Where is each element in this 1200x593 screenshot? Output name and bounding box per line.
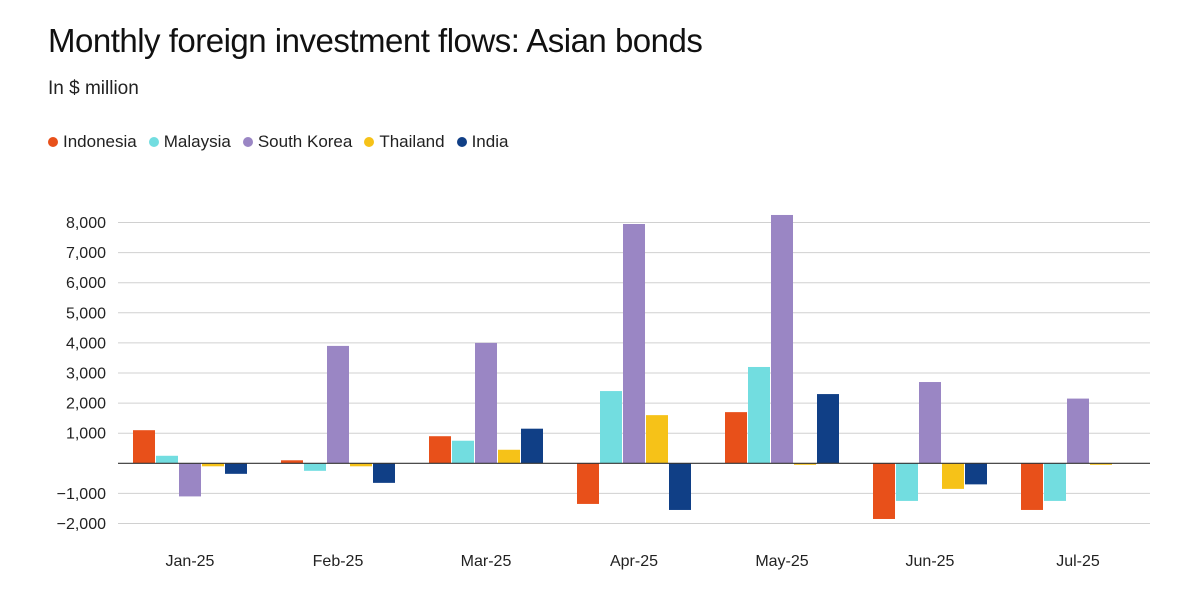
- x-tick-label: Apr-25: [610, 553, 658, 570]
- y-tick-label: 2,000: [66, 396, 106, 413]
- y-tick-label: 8,000: [66, 215, 106, 232]
- bar-south-korea-may-25: [771, 214, 793, 464]
- bar-malaysia-jun-25: [896, 463, 918, 501]
- legend-swatch: [242, 137, 253, 147]
- bar-thailand-jan-25: [202, 463, 224, 467]
- legend-item: Thailand: [364, 132, 445, 152]
- bar-thailand-mar-25: [498, 449, 520, 464]
- bar-indonesia-apr-25: [577, 463, 599, 504]
- bar-indonesia-jul-25: [1021, 463, 1043, 510]
- chart-title: Monthly foreign investment flows: Asian …: [48, 22, 703, 59]
- x-tick-label: Feb-25: [313, 553, 364, 570]
- bar-south-korea-mar-25: [475, 342, 497, 464]
- legend-swatch: [456, 137, 467, 147]
- bar-malaysia-apr-25: [600, 391, 622, 464]
- legend-item: Indonesia: [48, 132, 137, 152]
- legend-label: Thailand: [379, 132, 445, 151]
- bar-south-korea-jul-25: [1067, 398, 1089, 464]
- legend-label: South Korea: [257, 132, 353, 151]
- bar-indonesia-jun-25: [873, 463, 895, 519]
- bar-india-may-25: [817, 394, 839, 464]
- bar-thailand-apr-25: [646, 415, 668, 464]
- bar-malaysia-may-25: [748, 366, 770, 464]
- x-tick-label: Jan-25: [166, 553, 215, 570]
- bar-india-jan-25: [225, 463, 247, 474]
- bar-south-korea-feb-25: [327, 345, 349, 464]
- chart-subtitle: In $ million: [48, 78, 139, 99]
- y-tick-label: 5,000: [66, 305, 106, 322]
- y-tick-label: 1,000: [66, 426, 106, 443]
- bar-malaysia-feb-25: [304, 463, 326, 471]
- bar-india-feb-25: [373, 463, 395, 483]
- legend-label: India: [471, 132, 509, 151]
- bar-south-korea-jun-25: [919, 382, 941, 464]
- legend-swatch: [48, 137, 58, 147]
- x-tick-label: Mar-25: [461, 553, 512, 570]
- legend: Indonesia Malaysia South Korea Thailand Indi…: [48, 132, 520, 152]
- bar-south-korea-jan-25: [179, 463, 201, 497]
- bar-indonesia-mar-25: [429, 436, 451, 464]
- bar-indonesia-feb-25: [281, 460, 303, 464]
- bar-south-korea-apr-25: [623, 224, 645, 464]
- x-tick-label: Jun-25: [906, 553, 955, 570]
- y-tick-label: 7,000: [66, 245, 106, 262]
- bar-indonesia-jan-25: [133, 430, 155, 464]
- legend-item: India: [456, 132, 509, 152]
- bar-thailand-jul-25: [1090, 463, 1112, 465]
- legend-label: Malaysia: [163, 132, 231, 151]
- bar-india-mar-25: [521, 428, 543, 464]
- y-tick-label: 6,000: [66, 275, 106, 292]
- bar-malaysia-mar-25: [452, 440, 474, 464]
- bar-malaysia-jul-25: [1044, 463, 1066, 501]
- bar-indonesia-may-25: [725, 412, 747, 464]
- y-tick-label: 3,000: [66, 366, 106, 383]
- x-tick-label: May-25: [755, 553, 808, 570]
- bar-india-apr-25: [669, 463, 691, 510]
- x-tick-label: Jul-25: [1056, 553, 1100, 570]
- bar-india-jun-25: [965, 463, 987, 485]
- legend-swatch: [364, 137, 375, 147]
- legend-item: South Korea: [242, 132, 353, 152]
- y-tick-label: −2,000: [57, 516, 106, 533]
- y-tick-label: 4,000: [66, 335, 106, 352]
- legend-item: Malaysia: [148, 132, 231, 152]
- legend-swatch: [148, 137, 159, 147]
- y-tick-label: −1,000: [57, 486, 106, 503]
- bar-malaysia-jan-25: [156, 455, 178, 464]
- legend-label: Indonesia: [63, 132, 137, 151]
- bar-thailand-may-25: [794, 463, 816, 465]
- bar-thailand-feb-25: [350, 463, 372, 467]
- bar-thailand-jun-25: [942, 463, 964, 489]
